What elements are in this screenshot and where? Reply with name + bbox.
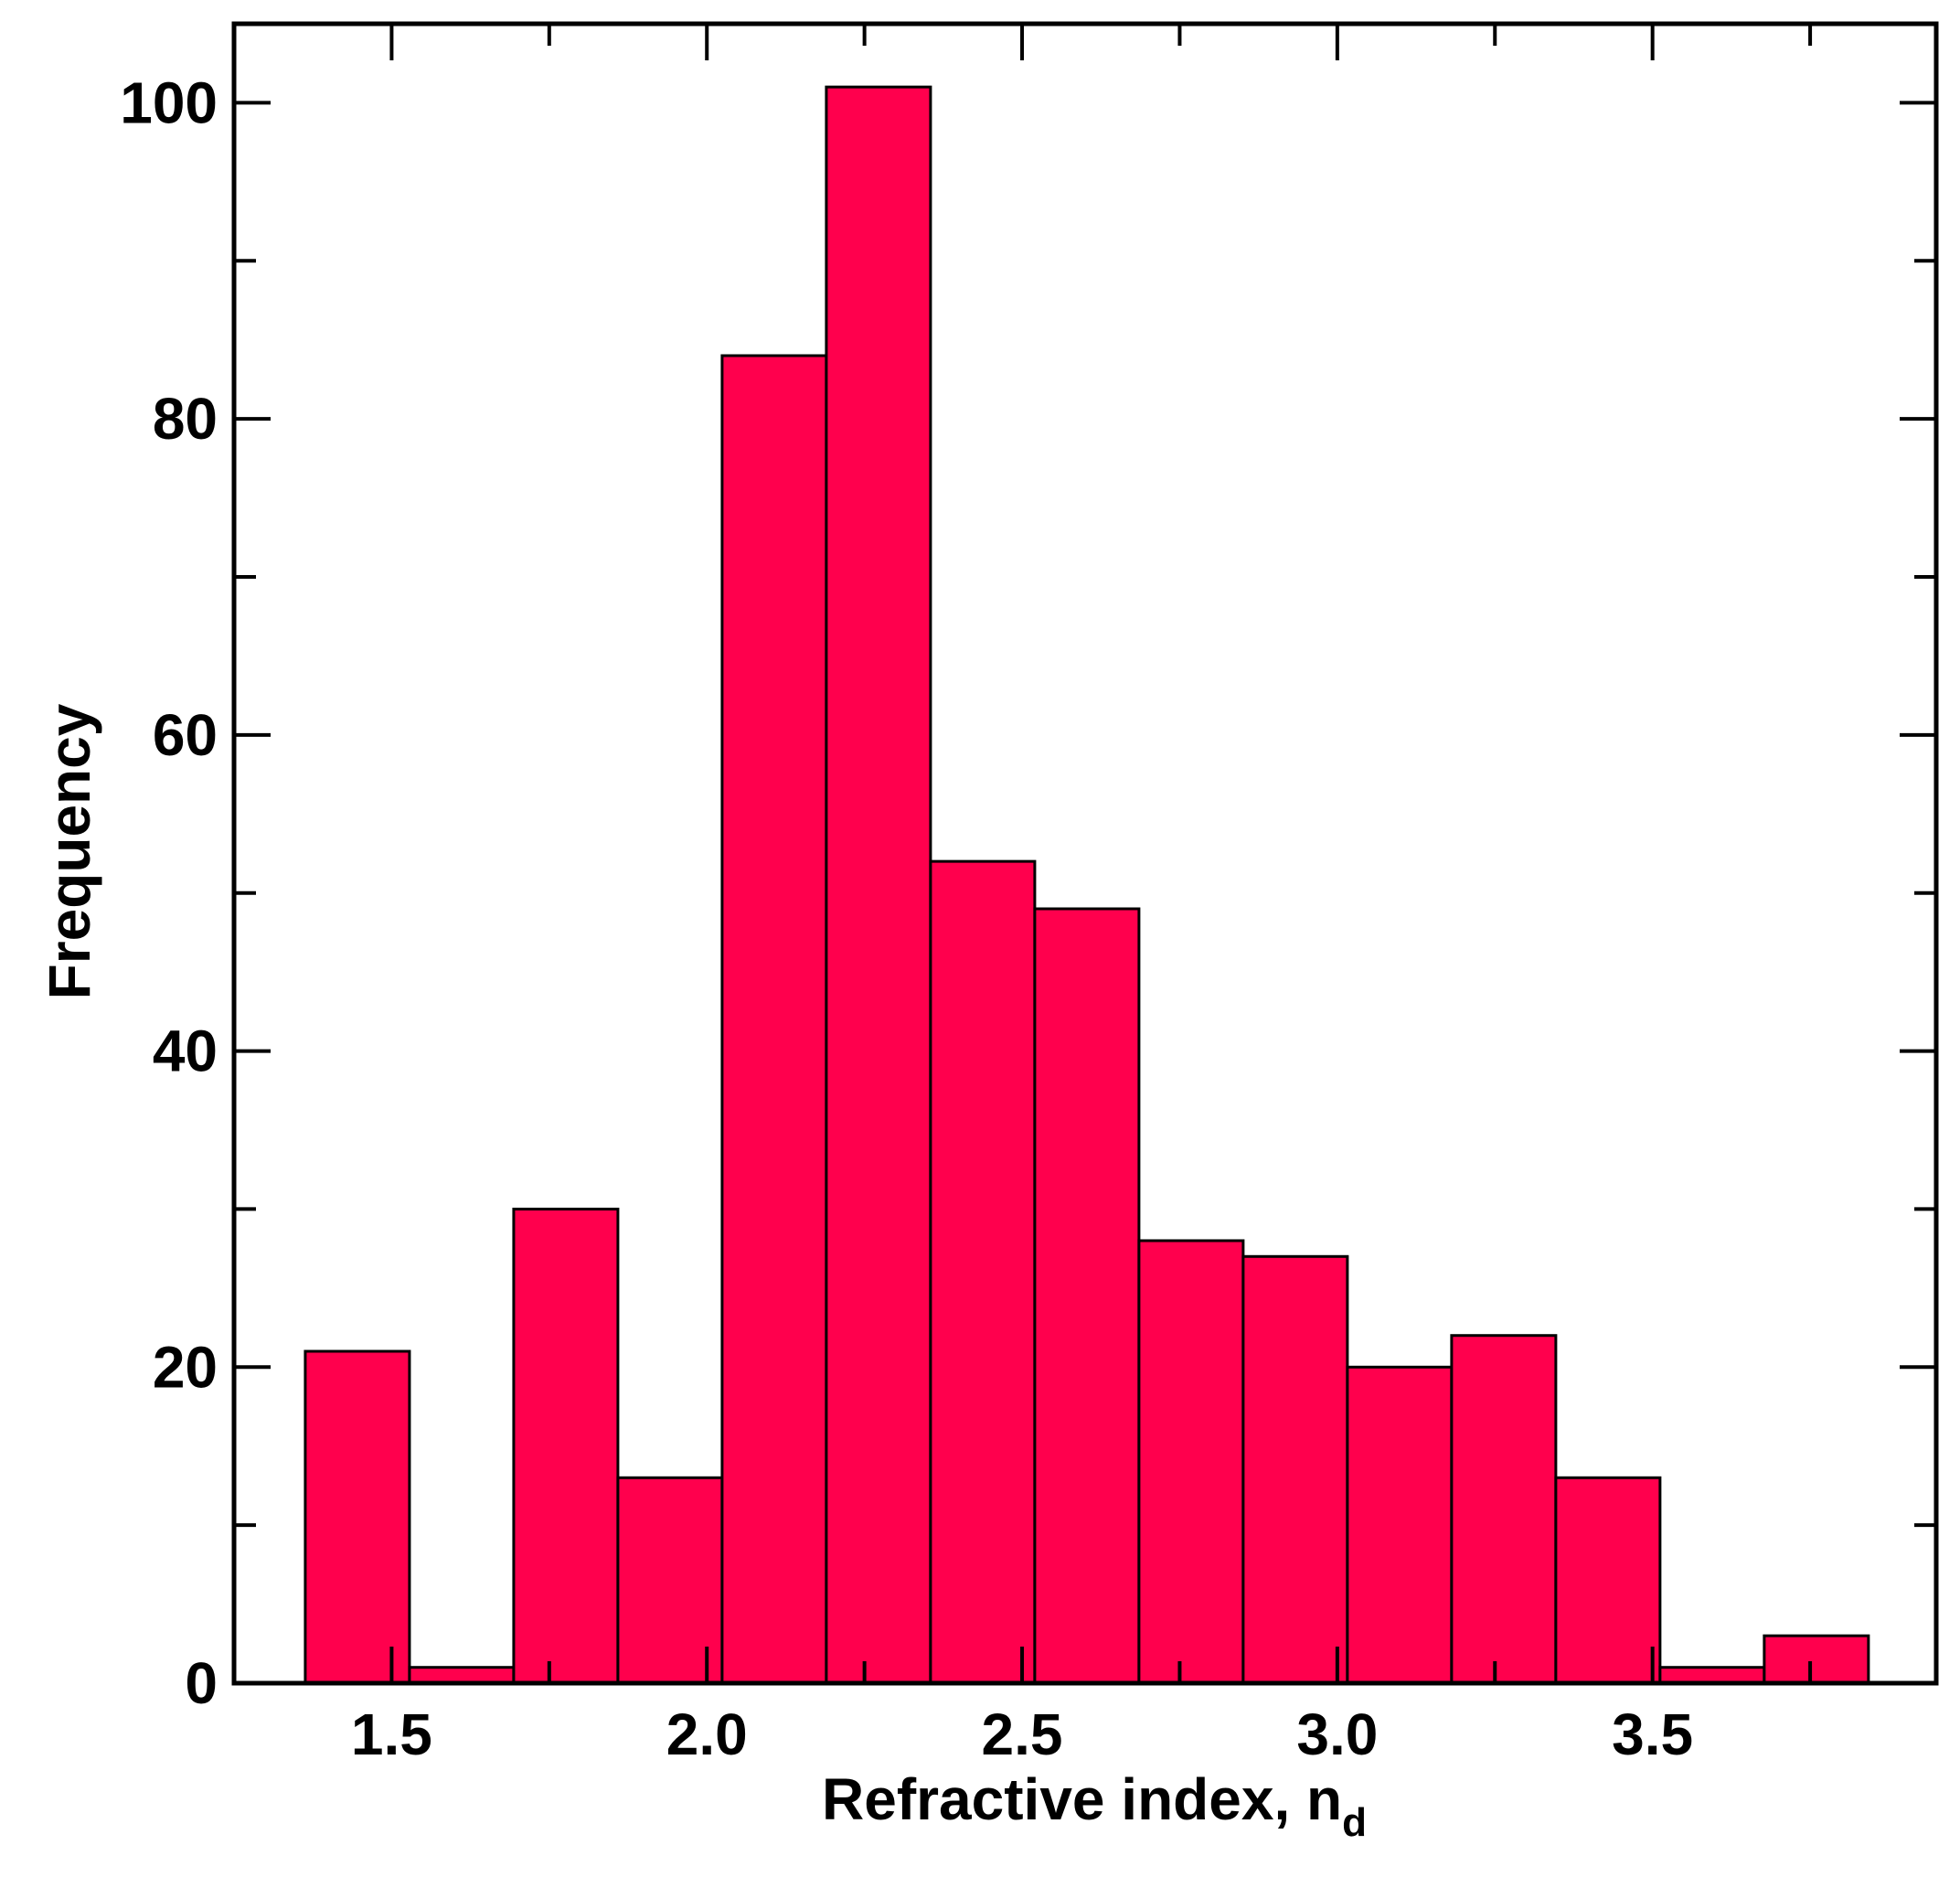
histogram-bar [616, 1476, 724, 1685]
histogram-bar [1346, 1365, 1454, 1685]
histogram-bar [1658, 1666, 1766, 1685]
histogram-bar [1137, 1239, 1245, 1685]
histogram-bar [825, 85, 932, 1685]
histogram-bar [1450, 1334, 1558, 1685]
x-tick-label: 1.5 [351, 1701, 432, 1767]
plot-frame [231, 21, 1939, 1686]
y-tick-label: 100 [120, 69, 218, 135]
x-tick-label: 3.5 [1612, 1701, 1693, 1767]
x-tick-label: 2.5 [982, 1701, 1063, 1767]
y-tick-label: 20 [153, 1334, 218, 1400]
histogram-bar [304, 1349, 411, 1685]
histogram-bar [1763, 1634, 1870, 1685]
y-tick-label: 40 [153, 1018, 218, 1084]
ticks-group [232, 24, 1936, 1685]
histogram-bar [929, 859, 1037, 1685]
histogram-bar [1241, 1254, 1349, 1685]
histogram-bar [720, 354, 828, 1685]
y-tick-label: 80 [153, 386, 218, 452]
y-axis-label: Frequency [37, 703, 102, 999]
tick-labels-group: 1.5 2.0 2.5 3.0 3.5 0 20 40 60 80 100 [120, 69, 1693, 1767]
x-axis-label-subscript: d [1342, 1800, 1367, 1845]
histogram-bar [512, 1207, 620, 1685]
y-tick-label: 0 [185, 1650, 218, 1716]
y-tick-label: 60 [153, 702, 218, 768]
x-tick-label: 2.0 [666, 1701, 748, 1767]
x-axis-label: Refractive index, nd [822, 1766, 1367, 1845]
histogram-bar [1033, 907, 1141, 1685]
histogram-bar [1554, 1476, 1662, 1685]
bars-group [304, 85, 1870, 1685]
histogram-bar [408, 1666, 516, 1685]
x-tick-label: 3.0 [1296, 1701, 1378, 1767]
x-axis-label-text: Refractive index, n [822, 1766, 1342, 1832]
